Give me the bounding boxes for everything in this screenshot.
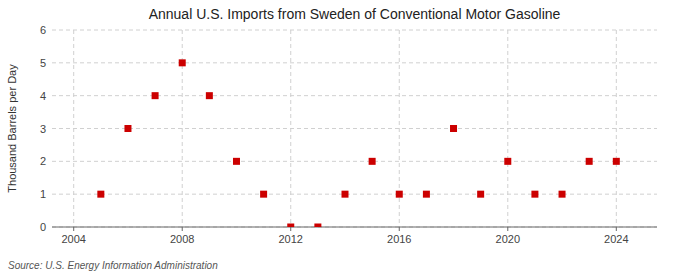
grid-line-y [52,194,657,195]
x-tick-label: 2016 [387,233,411,245]
data-point [342,191,349,198]
grid-line-x [616,30,617,227]
x-tick-label: 2012 [279,233,303,245]
data-point [233,158,240,165]
axes: 2004 2008 2012 2016 2020 2024 0 1 2 3 4 5 6 [40,24,657,245]
x-tick-label: 2004 [61,233,85,245]
grid-line-x [507,30,508,227]
grid-line-y [52,95,657,96]
y-tick-label: 2 [40,155,46,167]
data-point [179,59,186,66]
x-tick-label: 2008 [170,233,194,245]
y-tick-label: 1 [40,188,46,200]
y-tick-label: 4 [40,90,46,102]
data-point [613,158,620,165]
page: {"chart_data": {"type": "scatter", "titl… [0,0,675,275]
data-point [369,158,376,165]
data-point [314,224,321,228]
x-tick [73,227,74,231]
grid-line-x [290,30,291,227]
data-point [152,92,159,99]
data-points [97,59,619,227]
chart: 2004 2008 2012 2016 2020 2024 0 1 2 3 4 5 6 Thousand … [0,0,675,275]
data-point [206,92,213,99]
data-point [124,125,131,132]
y-tick-label: 5 [40,57,46,69]
x-tick [182,227,183,231]
x-axis-line [52,227,657,228]
data-point [559,191,566,198]
data-point [450,125,457,132]
grid-line-y [52,161,657,162]
data-point [586,158,593,165]
grid-line-y [52,62,657,63]
x-tick-label: 2020 [496,233,520,245]
grid-line-y [52,30,657,31]
x-tick [399,227,400,231]
x-tick [507,227,508,231]
y-tick-label: 6 [40,24,46,36]
grid-line-x [73,30,74,227]
title: Annual U.S. Imports from Sweden of Conve… [149,6,561,22]
y-tick-label: 3 [40,123,46,135]
y-tick-label: 0 [40,221,46,233]
data-point [504,158,511,165]
y-axis-label: Thousand Barrels per Day [6,64,18,193]
grid-line-y [52,227,657,228]
data-point [287,224,294,228]
chart-container: 2004 2008 2012 2016 2020 2024 0 1 2 3 4 5 6 Thousand … [0,0,675,275]
data-point [423,191,430,198]
source-annotation: Source: U.S. Energy Information Administ… [8,260,218,271]
data-point [260,191,267,198]
x-tick-label: 2024 [604,233,628,245]
x-tick [290,227,291,231]
grid-line-y [52,128,657,129]
x-tick [616,227,617,231]
data-point [531,191,538,198]
grid [52,30,657,227]
background [0,0,675,275]
data-point [477,191,484,198]
data-point [396,191,403,198]
data-point [97,191,104,198]
